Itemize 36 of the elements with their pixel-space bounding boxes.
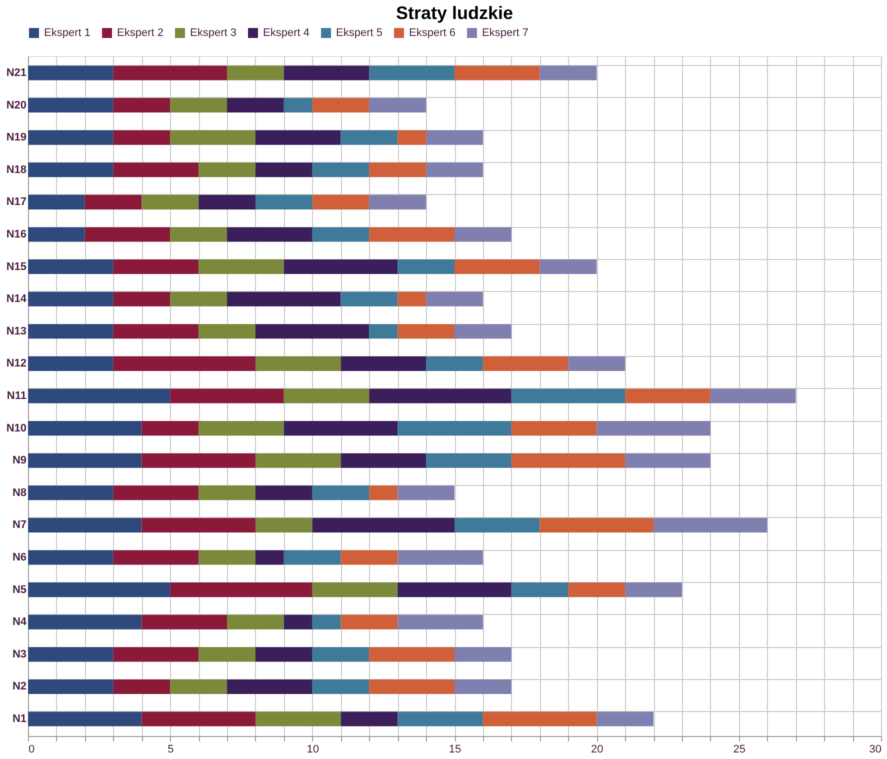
x-tick-label: 0 <box>28 744 35 756</box>
y-tick-label: N7 <box>12 519 26 532</box>
y-tick-label: N13 <box>6 325 26 338</box>
legend-label: Ekspert 3 <box>190 27 236 39</box>
y-tick-label: N8 <box>12 486 26 499</box>
legend-label: Ekspert 1 <box>44 27 90 39</box>
y-tick-label: N16 <box>6 228 26 240</box>
y-tick-label: N11 <box>6 390 26 402</box>
x-tick-label: 30 <box>869 744 882 756</box>
legend-label: Ekspert 6 <box>409 27 456 39</box>
y-tick-label: N15 <box>6 260 26 273</box>
y-tick-label: N12 <box>6 358 26 370</box>
legend-label: Ekspert 7 <box>482 27 528 39</box>
y-tick-label: N14 <box>6 293 28 306</box>
y-tick-label: N20 <box>6 99 26 112</box>
y-tick-label: N3 <box>12 648 26 660</box>
x-tick-label: 10 <box>306 744 319 756</box>
y-tick-label: N21 <box>6 66 26 79</box>
legend-label: Ekspert 2 <box>117 27 164 39</box>
y-tick-label: N1 <box>12 713 26 726</box>
legend-label: Ekspert 4 <box>263 27 310 39</box>
y-tick-label: N6 <box>12 552 26 564</box>
x-tick-label: 25 <box>733 744 746 756</box>
y-tick-label: N19 <box>6 132 26 144</box>
legend-label: Ekspert 5 <box>336 27 382 39</box>
y-tick-label: N2 <box>12 680 26 693</box>
y-tick-label: N17 <box>6 196 26 208</box>
y-tick-label: N18 <box>6 164 26 176</box>
chart-title: Straty ludzkie <box>396 3 514 23</box>
y-tick-label: N5 <box>12 584 26 596</box>
x-tick-label: 20 <box>591 744 604 756</box>
y-tick-label: N9 <box>12 454 26 467</box>
x-tick-label: 15 <box>448 744 462 756</box>
x-tick-label: 5 <box>168 744 174 756</box>
y-tick-label: N4 <box>12 616 28 628</box>
y-tick-label: N10 <box>6 422 26 434</box>
